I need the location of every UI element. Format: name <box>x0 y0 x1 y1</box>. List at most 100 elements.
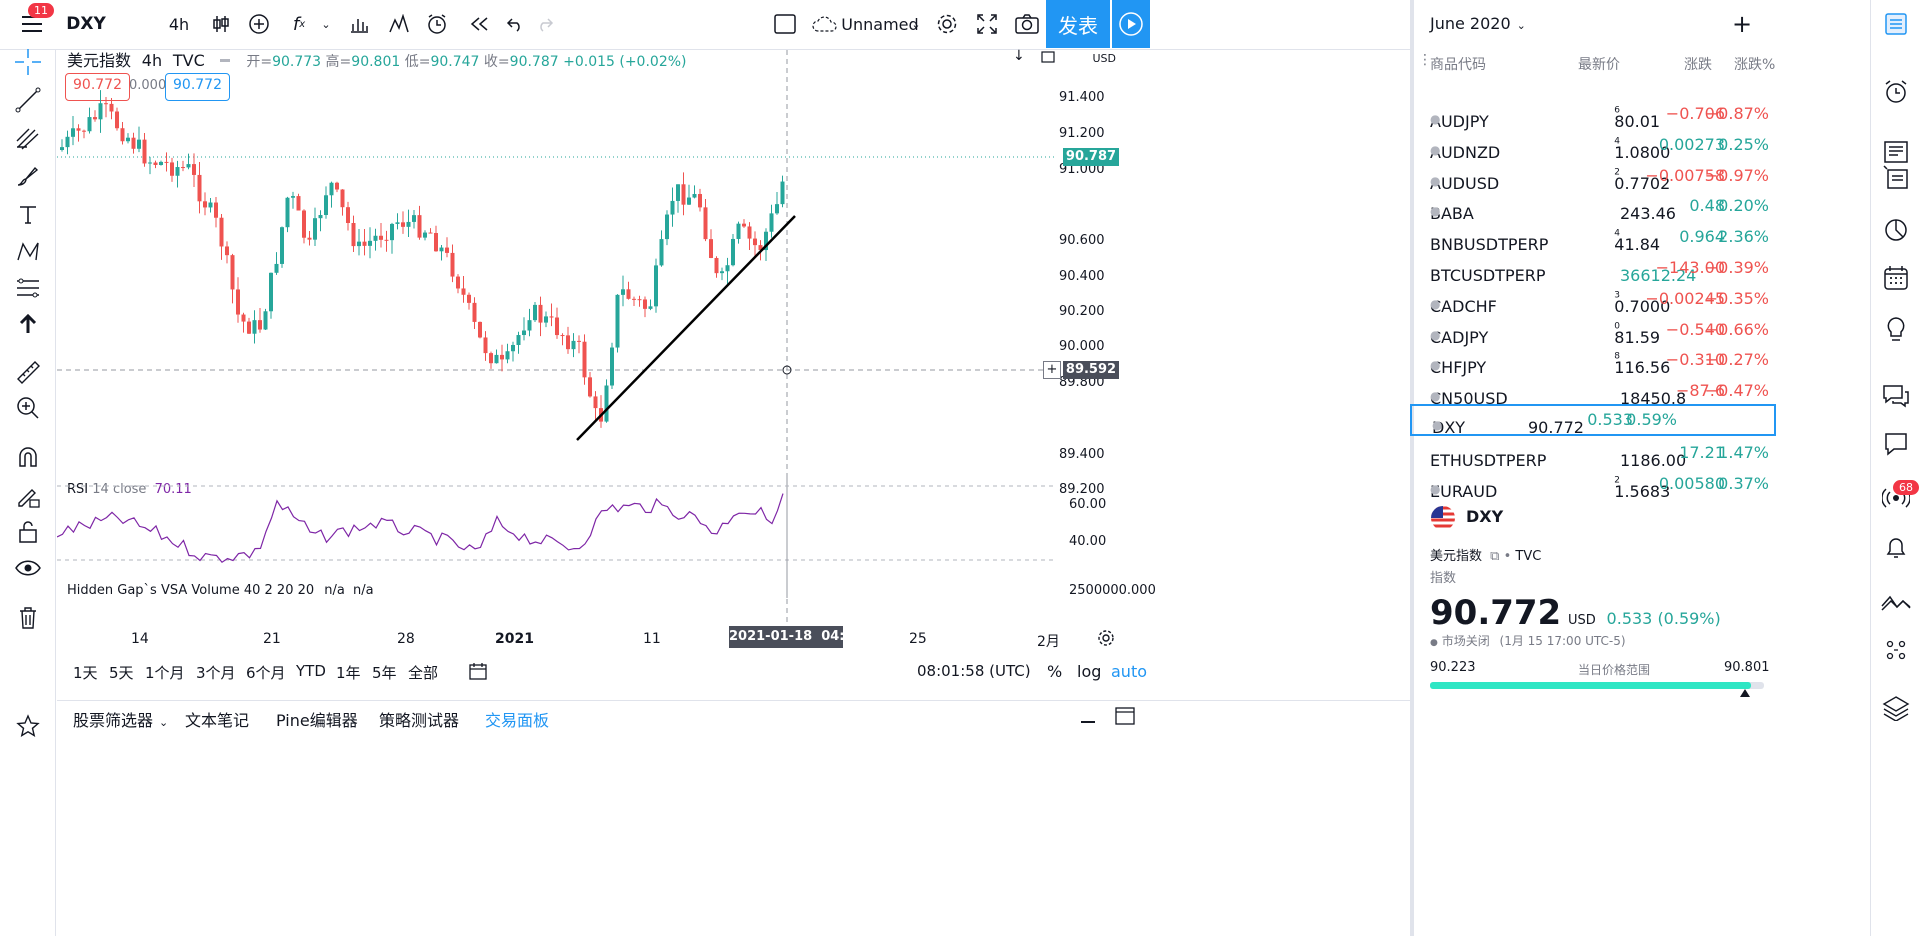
rsi-chart-svg[interactable] <box>57 478 1067 598</box>
unlock-icon[interactable] <box>10 514 46 550</box>
drag-handle-icon[interactable]: ⋮ <box>1418 52 1432 68</box>
data-window-icon[interactable] <box>1878 160 1914 196</box>
redo-icon[interactable] <box>530 0 560 48</box>
range-button[interactable]: 6个月 <box>246 664 286 682</box>
chats-icon[interactable] <box>1878 378 1914 414</box>
cloud-icon[interactable] <box>810 0 840 48</box>
watchlist-row-ethusdtperp[interactable]: ETHUSDTPERP 1186.00 17.21 1.47% <box>1430 442 1769 470</box>
alert-icon[interactable] <box>422 0 452 48</box>
layout-name[interactable]: Unnamed <box>841 14 919 34</box>
range-button[interactable]: YTD <box>296 662 326 680</box>
watchlist-row-dxy[interactable]: DXY ● 90.772 0.533 0.59% <box>1410 404 1776 437</box>
arrow-up-icon[interactable] <box>10 306 46 342</box>
streams-broadcast-icon[interactable] <box>1878 480 1914 516</box>
tab-screener[interactable]: 股票筛选器 ⌄ <box>73 711 169 730</box>
utc-clock[interactable]: 08:01:58 (UTC) <box>917 662 1031 680</box>
tab-strategy-tester[interactable]: 策略测试器 <box>379 711 460 730</box>
add-symbol-icon[interactable]: + <box>1732 10 1753 38</box>
watchlist-panel-icon[interactable] <box>1878 6 1914 42</box>
pitchfork-icon[interactable] <box>10 120 46 156</box>
chart-wave-icon[interactable] <box>1878 584 1914 620</box>
header-symbol[interactable]: 商品代码 <box>1430 57 1486 73</box>
financials-icon[interactable] <box>344 0 374 48</box>
publish-button[interactable]: 发表 <box>1046 0 1110 48</box>
lock-drawings-pencil-icon[interactable] <box>10 478 46 514</box>
watchlist-row-audjpy[interactable]: AUDJPY ● 80.01 6 −0.706 −0.87% <box>1430 104 1769 131</box>
calendar-icon[interactable] <box>1878 260 1914 296</box>
scroll-down-icon[interactable]: ↓ <box>1013 48 1025 64</box>
log-toggle[interactable]: log <box>1077 662 1102 681</box>
layers-icon[interactable] <box>1878 690 1914 726</box>
percent-toggle[interactable]: % <box>1047 662 1063 681</box>
watchlist-row-cadchf[interactable]: CADCHF ● 0.7000 3 −0.00245 −0.35% <box>1430 288 1769 316</box>
indicators-dropdown-icon[interactable]: ⌄ <box>321 17 331 31</box>
pattern-icon[interactable] <box>10 234 46 270</box>
watchlist-row-chfjpy[interactable]: CHFJPY ● 116.56 8 −0.310 −0.27% <box>1430 350 1769 378</box>
axis-settings-icon[interactable] <box>1097 629 1115 651</box>
header-change[interactable]: 涨跌 <box>1684 57 1712 73</box>
watchlist-row-audnzd[interactable]: AUDNZD ● 1.0800 4 0.00273 0.25% <box>1430 134 1769 162</box>
alarm-clock-icon[interactable] <box>1878 74 1914 110</box>
header-change-pct[interactable]: 涨跌% <box>1734 57 1776 73</box>
range-button[interactable]: 3个月 <box>196 664 236 682</box>
range-button[interactable]: 全部 <box>408 664 439 682</box>
watchlist-row-baba[interactable]: BABA ● 243.46 0.48 0.20% <box>1430 196 1769 224</box>
range-button[interactable]: 1天 <box>73 664 98 682</box>
text-tool-icon[interactable] <box>10 196 46 232</box>
watchlist-row-euraud[interactable]: EURAUD ● 1.5683 2 0.00580 0.37% <box>1430 473 1769 501</box>
undo-icon[interactable] <box>500 0 530 48</box>
watchlist-title[interactable]: June 2020 ⌄ <box>1430 14 1526 33</box>
external-link-icon[interactable]: ⧉ <box>1490 549 1500 564</box>
range-button[interactable]: 1个月 <box>145 664 185 682</box>
chat-bubble-icon[interactable] <box>1878 426 1914 462</box>
sell-price-box[interactable]: 90.772 <box>65 73 130 101</box>
watchlist-row-btcusdtperp[interactable]: BTCUSDTPERP 36612.24 −143.00 −0.39% <box>1430 258 1769 285</box>
templates-icon[interactable] <box>384 0 414 48</box>
trash-icon[interactable] <box>10 600 46 636</box>
range-button[interactable]: 1年 <box>336 664 361 682</box>
favorites-star-icon[interactable] <box>10 708 46 744</box>
layout-select-icon[interactable] <box>770 0 800 48</box>
trend-line[interactable] <box>576 215 796 441</box>
price-chart-svg[interactable] <box>57 50 1067 628</box>
watchlist-row-audusd[interactable]: AUDUSD ● 0.7702 2 −0.00758 −0.97% <box>1430 165 1769 193</box>
play-button[interactable] <box>1112 0 1150 48</box>
tab-trading-panel[interactable]: 交易面板 <box>485 711 550 730</box>
watchlist-row-cn50usd[interactable]: CN50USD ● 18450.8 −87.6 −0.47% <box>1430 381 1769 409</box>
interval-button[interactable]: 4h <box>168 14 190 34</box>
symbol-search[interactable]: DXY <box>66 14 106 34</box>
brush-icon[interactable] <box>10 158 46 194</box>
chart-pane[interactable]: 美元指数 4h TVC 开=90.773 高=90.801 低=90.747 收… <box>57 48 1410 802</box>
replay-icon[interactable] <box>464 0 494 48</box>
bell-icon[interactable] <box>1878 530 1914 566</box>
maximize-panel-icon[interactable] <box>1115 707 1135 729</box>
header-last[interactable]: 最新价 <box>1578 57 1620 73</box>
watchlist-row-cadjpy[interactable]: CADJPY ● 81.59 0 −0.540 −0.66% <box>1430 319 1769 347</box>
maximize-pane-icon[interactable] <box>1041 50 1055 68</box>
tab-pine-editor[interactable]: Pine编辑器 <box>276 711 358 730</box>
fullscreen-icon[interactable] <box>972 0 1002 48</box>
compare-icon[interactable] <box>244 0 274 48</box>
pie-hotlist-icon[interactable] <box>1878 212 1914 248</box>
auto-toggle[interactable]: auto <box>1111 662 1148 681</box>
camera-icon[interactable] <box>1012 0 1042 48</box>
layout-dropdown-icon[interactable]: ⌄ <box>911 17 921 31</box>
crosshair-add-icon[interactable]: + <box>1043 361 1061 379</box>
range-button[interactable]: 5天 <box>109 664 134 682</box>
magnet-icon[interactable] <box>10 440 46 476</box>
candles-icon[interactable] <box>206 0 236 48</box>
watchlist-row-bnbusdtperp[interactable]: BNBUSDTPERP 41.84 4 0.964 2.36% <box>1430 227 1769 255</box>
ideas-lightbulb-icon[interactable] <box>1878 312 1914 348</box>
news-icon[interactable] <box>1878 134 1914 170</box>
eye-icon[interactable] <box>10 550 46 586</box>
tab-text-notes[interactable]: 文本笔记 <box>185 711 250 730</box>
trend-line-icon[interactable] <box>10 82 46 118</box>
buy-price-box[interactable]: 90.772 <box>165 73 230 101</box>
crosshair-icon[interactable] <box>10 44 46 80</box>
minimize-panel-icon[interactable] <box>1081 721 1095 723</box>
scripts-dots-icon[interactable] <box>1878 632 1914 668</box>
range-button[interactable]: 5年 <box>372 664 397 682</box>
ruler-icon[interactable] <box>10 354 46 390</box>
settings-gear-icon[interactable] <box>932 0 962 48</box>
